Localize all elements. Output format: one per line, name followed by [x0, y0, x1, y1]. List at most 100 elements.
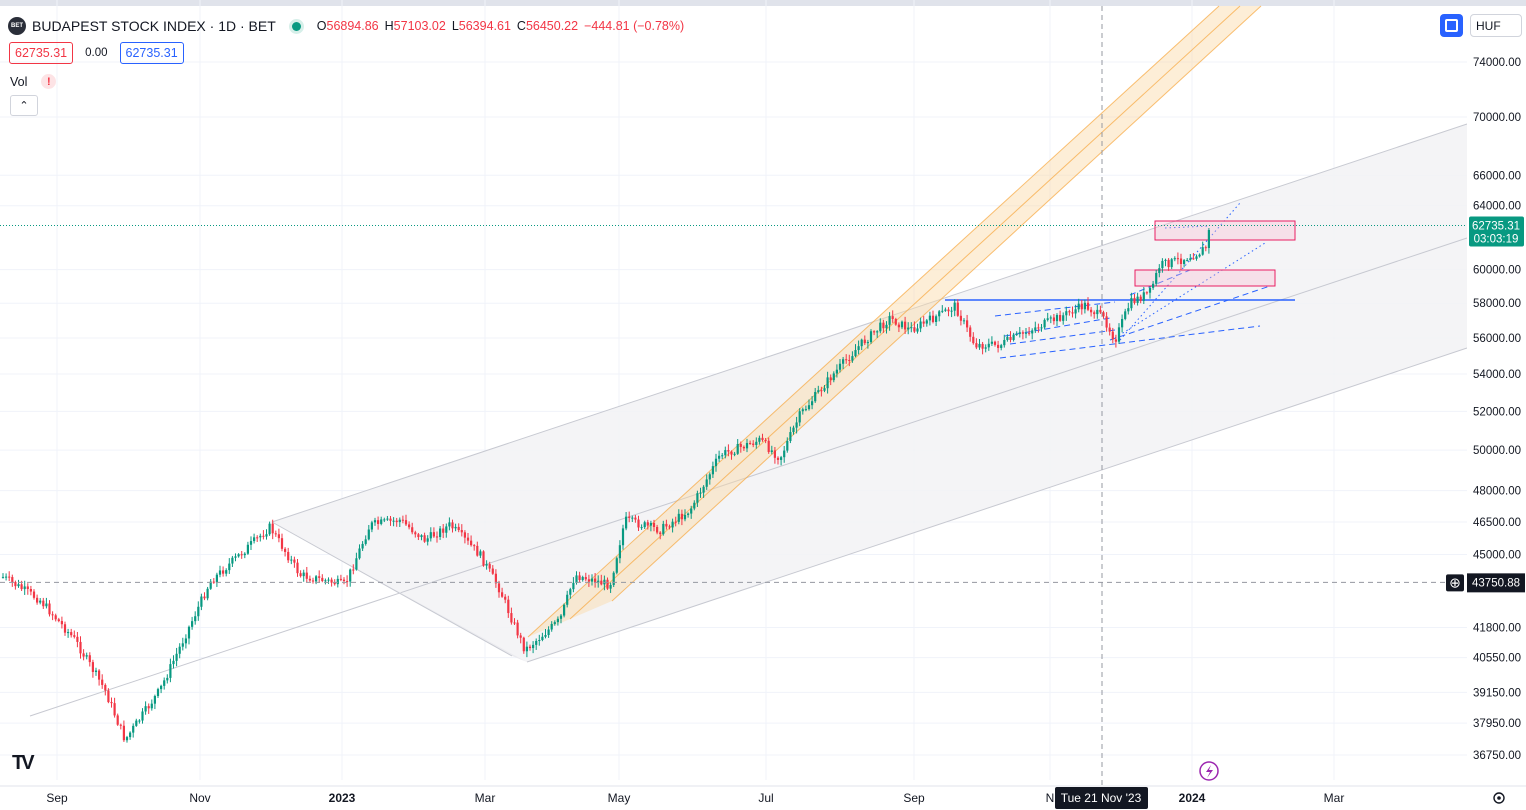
- candle: [882, 319, 885, 333]
- candle: [132, 723, 135, 738]
- candle: [466, 533, 470, 545]
- candle-body: [708, 474, 711, 480]
- candle-body: [972, 336, 975, 344]
- candle: [1170, 257, 1173, 270]
- candle-body: [417, 534, 420, 538]
- candle: [144, 701, 147, 715]
- candle: [1021, 330, 1024, 340]
- candle: [811, 396, 814, 410]
- candle: [361, 541, 364, 551]
- candle: [101, 674, 104, 689]
- candle-body: [1152, 283, 1155, 288]
- symbol-title[interactable]: BUDAPEST STOCK INDEX · 1D · BET: [32, 18, 276, 34]
- candle-body: [23, 586, 26, 590]
- candle: [253, 533, 256, 544]
- volume-label[interactable]: Vol: [10, 74, 28, 89]
- candle-body: [1186, 259, 1189, 261]
- candle-body: [665, 523, 668, 527]
- candle: [373, 517, 377, 526]
- compare-button[interactable]: [1440, 14, 1463, 37]
- candle: [420, 534, 423, 541]
- candle-body: [1114, 339, 1117, 342]
- candle-body: [730, 451, 733, 455]
- candle-body: [749, 442, 752, 444]
- candle-body: [330, 579, 333, 583]
- candle-body: [1148, 287, 1152, 293]
- candle-body: [950, 310, 953, 312]
- candle-body: [780, 457, 783, 460]
- candle: [683, 509, 687, 522]
- candle: [897, 322, 900, 333]
- tradingview-logo-icon[interactable]: TV: [12, 752, 34, 774]
- time-axis[interactable]: Sep Nov 2023 Mar May Jul Sep N 2024 Mar Tue 21 Nov…: [0, 761, 1526, 810]
- buy-button[interactable]: 62735.31: [119, 42, 184, 64]
- candle: [107, 688, 110, 704]
- candle: [671, 518, 674, 533]
- candle-body: [135, 720, 138, 726]
- candle-body: [1130, 297, 1133, 309]
- candle-body: [39, 600, 42, 603]
- candle: [993, 340, 997, 347]
- price-axis[interactable]: 74000.00 70000.00 66000.00 64000.00 60000.00…: [1446, 6, 1526, 786]
- candle-body: [259, 535, 262, 538]
- candle: [98, 669, 101, 686]
- candle: [863, 335, 866, 346]
- candle-body: [1043, 319, 1046, 328]
- candle: [1046, 312, 1049, 322]
- volume-legend: Vol !: [10, 74, 57, 89]
- time-tick-label: 2024: [1179, 791, 1206, 805]
- candle: [336, 575, 339, 588]
- candle-body: [420, 535, 423, 538]
- candle: [891, 310, 894, 323]
- candle: [1037, 323, 1040, 333]
- candle: [473, 544, 476, 551]
- candle: [677, 509, 680, 525]
- market-status-icon[interactable]: [291, 21, 301, 31]
- open-value: 56894.86: [326, 19, 379, 33]
- candle-body: [910, 327, 913, 329]
- warning-icon[interactable]: !: [41, 74, 57, 89]
- sell-button[interactable]: 62735.31: [9, 42, 74, 64]
- candle: [1111, 327, 1114, 344]
- channel-fill: [272, 124, 1467, 662]
- candle: [1043, 318, 1046, 330]
- candle: [435, 531, 439, 543]
- candle-body: [575, 575, 578, 583]
- currency-select[interactable]: HUF: [1470, 14, 1522, 37]
- candle-body: [1198, 254, 1201, 257]
- candle: [191, 616, 194, 630]
- candle-body: [380, 519, 383, 524]
- drawings[interactable]: [29, 5, 1468, 717]
- candle: [873, 330, 876, 336]
- candle-body: [876, 331, 879, 333]
- candle-body: [773, 450, 776, 458]
- candle: [39, 598, 42, 605]
- candle-body: [637, 519, 640, 528]
- collapse-legend-button[interactable]: ⌃: [10, 95, 38, 116]
- time-axis-bg: [0, 786, 1526, 810]
- candle-body: [792, 427, 795, 433]
- candle: [944, 307, 947, 312]
- candle: [904, 316, 907, 334]
- candle-body: [1204, 247, 1207, 249]
- candle: [377, 516, 380, 530]
- price-tick-label: 48000.00: [1473, 486, 1521, 498]
- candle-body: [584, 577, 587, 580]
- candle: [119, 723, 122, 730]
- candle-body: [783, 450, 786, 458]
- candle-body: [807, 405, 811, 410]
- candle-body: [572, 582, 575, 590]
- candle: [370, 520, 373, 533]
- candle: [553, 620, 556, 626]
- candle-body: [758, 437, 761, 442]
- candle: [203, 592, 206, 601]
- candles: [1, 228, 1210, 743]
- candle: [612, 571, 615, 588]
- candle: [600, 574, 603, 586]
- candle-body: [550, 623, 553, 630]
- candle-body: [1015, 333, 1018, 335]
- overlay: [0, 6, 1467, 785]
- candle: [172, 655, 175, 669]
- candle: [801, 407, 804, 415]
